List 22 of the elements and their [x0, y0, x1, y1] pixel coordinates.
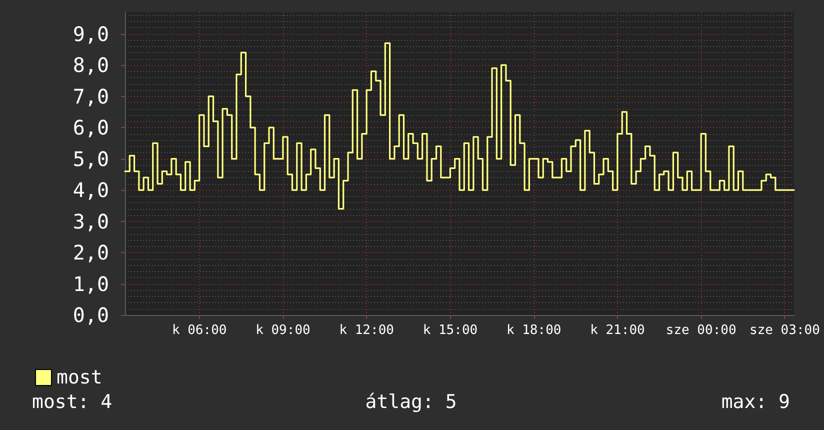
x-tick-label: sze 00:00 — [666, 323, 736, 338]
x-tick-label: k 12:00 — [339, 323, 394, 338]
text: átlag: 5 — [365, 391, 457, 413]
y-tick-label: 3,0 — [72, 209, 109, 234]
y-tick-label: 1,0 — [72, 272, 109, 296]
legend-label: most — [56, 366, 102, 388]
text: max: 9 — [721, 391, 790, 413]
text: most: 4 — [32, 391, 112, 413]
y-tick-label: 2,0 — [72, 240, 109, 265]
y-tick-label: 6,0 — [72, 116, 109, 140]
x-tick-label: k 06:00 — [172, 323, 227, 338]
x-tick-label: k 09:00 — [256, 323, 310, 338]
y-tick-label: 0,0 — [72, 303, 109, 327]
x-tick-label: k 15:00 — [422, 323, 478, 338]
y-tick-label: 7,0 — [72, 84, 109, 108]
y-tick-label: 9,0 — [72, 22, 109, 46]
x-tick-label: sze 03:00 — [749, 323, 820, 338]
y-tick-label: 5,0 — [72, 146, 109, 171]
x-tick-label: k 18:00 — [506, 323, 562, 338]
x-tick-label: k 21:00 — [590, 323, 645, 338]
y-tick-label: 8,0 — [72, 53, 109, 78]
y-tick-label: 4,0 — [72, 178, 109, 202]
